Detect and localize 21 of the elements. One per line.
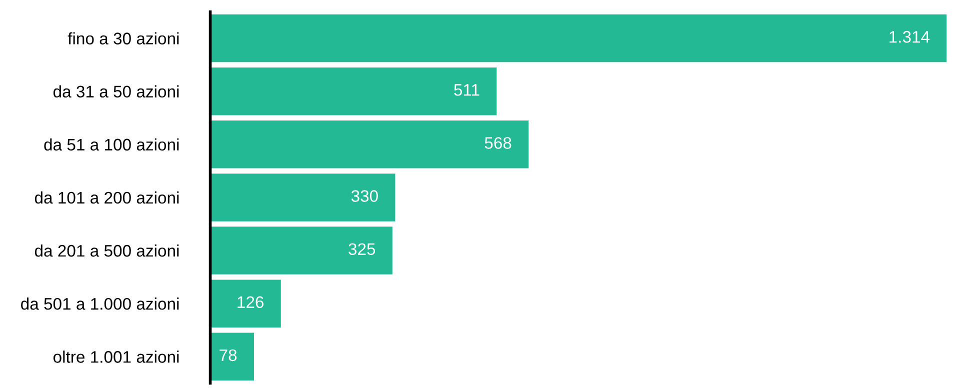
y-tick-label: oltre 1.001 azioni bbox=[53, 350, 179, 363]
data-label: 78 bbox=[220, 349, 237, 362]
bar bbox=[210, 174, 396, 222]
y-tick-label: da 101 a 200 azioni bbox=[34, 191, 179, 204]
bar bbox=[210, 332, 254, 381]
bar bbox=[210, 67, 497, 116]
data-label: 325 bbox=[348, 243, 376, 255]
data-label: 1.314 bbox=[890, 30, 930, 43]
y-tick-label: da 201 a 500 azioni bbox=[34, 244, 179, 257]
bar bbox=[210, 280, 281, 328]
data-label: 511 bbox=[454, 84, 480, 96]
data-label: 330 bbox=[351, 190, 378, 202]
bar bbox=[210, 14, 947, 62]
y-tick-label: da 51 a 100 azioni bbox=[44, 138, 179, 151]
data-label: 126 bbox=[238, 296, 264, 308]
y-tick-label: da 501 a 1.000 azioni bbox=[21, 298, 179, 310]
bar bbox=[210, 226, 392, 274]
y-tick-label: fino a 30 azioni bbox=[68, 32, 179, 44]
data-label: 568 bbox=[484, 137, 512, 149]
bar bbox=[210, 120, 529, 168]
y-tick-label: da 31 a 50 azioni bbox=[53, 85, 179, 98]
